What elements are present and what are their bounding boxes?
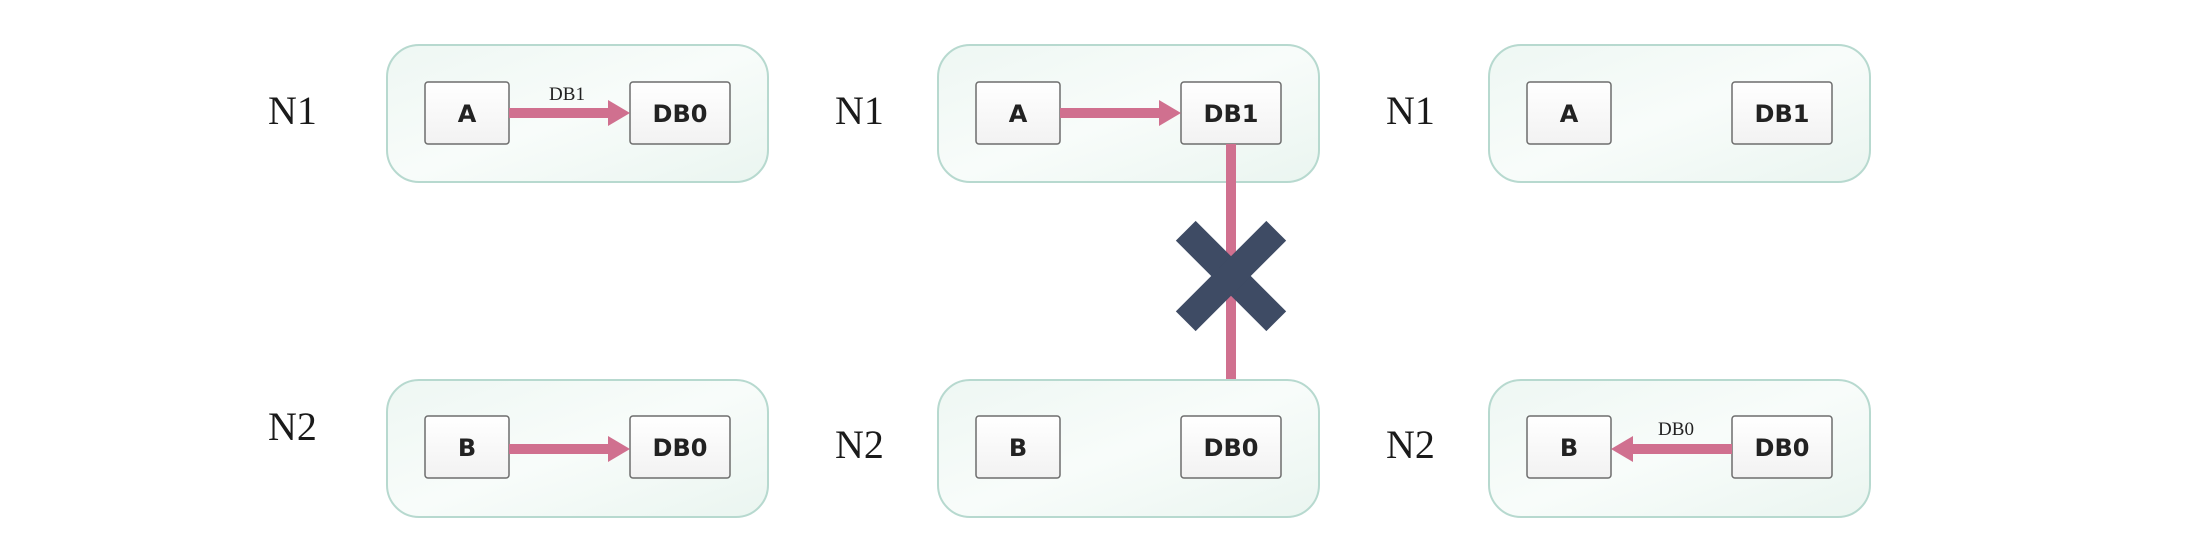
connection-arrow-head xyxy=(1611,436,1633,462)
node-label-n1: N1 xyxy=(1386,88,1435,133)
database-box-db0-label: DB0 xyxy=(653,100,708,128)
connection-arrow-head xyxy=(608,100,630,126)
connection-arrow-head xyxy=(1159,100,1181,126)
process-box-b-label: B xyxy=(1009,434,1027,462)
node-label-n2: N2 xyxy=(835,422,884,467)
cross-icon xyxy=(1175,220,1287,332)
scenario-3: N1 A DB1 N2 B DB0 DB0 xyxy=(1386,44,1871,518)
process-box-b-label: B xyxy=(1560,434,1578,462)
node-label-n2: N2 xyxy=(268,404,317,449)
database-box-db0[interactable] xyxy=(629,415,731,479)
connection-arrow-head xyxy=(608,436,630,462)
process-box-b[interactable] xyxy=(1526,415,1612,479)
process-box-b[interactable] xyxy=(975,415,1061,479)
connection-arrow-label: DB0 xyxy=(1658,419,1694,440)
scenario-1: N1 A DB0 DB1 N2 B DB0 xyxy=(268,44,769,518)
database-box-db0[interactable] xyxy=(1180,415,1282,479)
process-box-a-label: A xyxy=(458,100,477,128)
connection-arrow-label: DB1 xyxy=(549,84,585,105)
database-box-db1[interactable] xyxy=(1731,81,1833,145)
process-box-a[interactable] xyxy=(1526,81,1612,145)
database-box-db1-label: DB1 xyxy=(1204,100,1259,128)
node-label-n1: N1 xyxy=(268,88,317,133)
database-box-db0-label: DB0 xyxy=(653,434,708,462)
process-box-b-label: B xyxy=(458,434,476,462)
database-box-db0-label: DB0 xyxy=(1755,434,1810,462)
database-box-db0-label: DB0 xyxy=(1204,434,1259,462)
process-box-a-label: A xyxy=(1009,100,1028,128)
database-box-db1-label: DB1 xyxy=(1755,100,1810,128)
node-panel-n1 xyxy=(1488,44,1871,183)
node-label-n1: N1 xyxy=(835,88,884,133)
node-label-n2: N2 xyxy=(1386,422,1435,467)
node-panel-n2 xyxy=(937,379,1320,518)
process-box-a-label: A xyxy=(1560,100,1579,128)
scenario-2: N1 A DB1 N2 B DB0 xyxy=(835,44,1320,518)
